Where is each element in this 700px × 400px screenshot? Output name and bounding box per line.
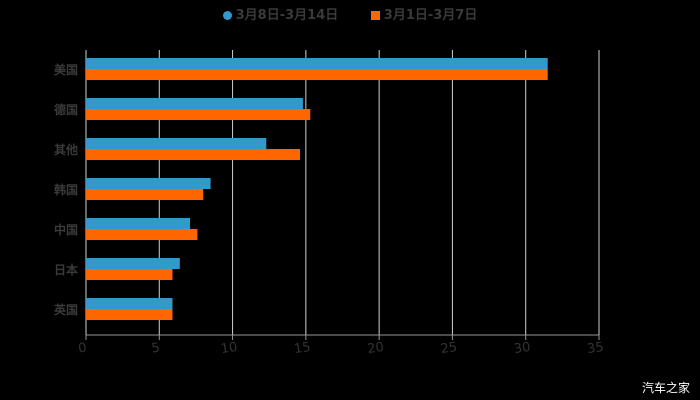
chart-legend: 3月8日-3月14日 3月1日-3月7日 (0, 4, 700, 23)
legend-item-week2[interactable]: 3月8日-3月14日 (222, 4, 339, 23)
x-tick-label: 35 (586, 340, 604, 357)
x-tick-label: 30 (513, 340, 531, 357)
legend-item-week1[interactable]: 3月1日-3月7日 (370, 4, 478, 23)
bar (86, 178, 211, 189)
category-label: 其他 (54, 142, 78, 157)
category-label: 中国 (54, 222, 78, 237)
bar (86, 229, 198, 240)
bar (86, 58, 548, 69)
legend-square-marker-icon (370, 11, 380, 20)
x-tick-label: 15 (293, 340, 311, 357)
bar (86, 109, 311, 120)
x-tick-label: 25 (440, 340, 458, 357)
category-label: 德国 (54, 102, 78, 117)
x-tick-label: 20 (366, 340, 384, 357)
bar (86, 258, 180, 269)
bar (86, 149, 300, 160)
category-label: 韩国 (54, 182, 78, 197)
bar (86, 98, 303, 109)
legend-label: 3月8日-3月14日 (235, 8, 339, 23)
bar (86, 138, 267, 149)
x-tick-label: 0 (77, 341, 87, 357)
bar (86, 218, 191, 229)
category-label: 英国 (54, 302, 78, 317)
bar (86, 298, 173, 309)
category-label: 美国 (54, 62, 78, 77)
legend-circle-marker-icon (222, 11, 232, 20)
category-label: 日本 (54, 262, 78, 277)
x-tick-label: 5 (151, 341, 161, 357)
bar (86, 189, 204, 200)
x-tick-label: 10 (220, 340, 238, 357)
bar (86, 309, 173, 320)
bar (86, 69, 548, 80)
watermark: 汽车之家 (641, 381, 690, 395)
bar (86, 269, 173, 280)
legend-label: 3月1日-3月7日 (383, 8, 478, 23)
